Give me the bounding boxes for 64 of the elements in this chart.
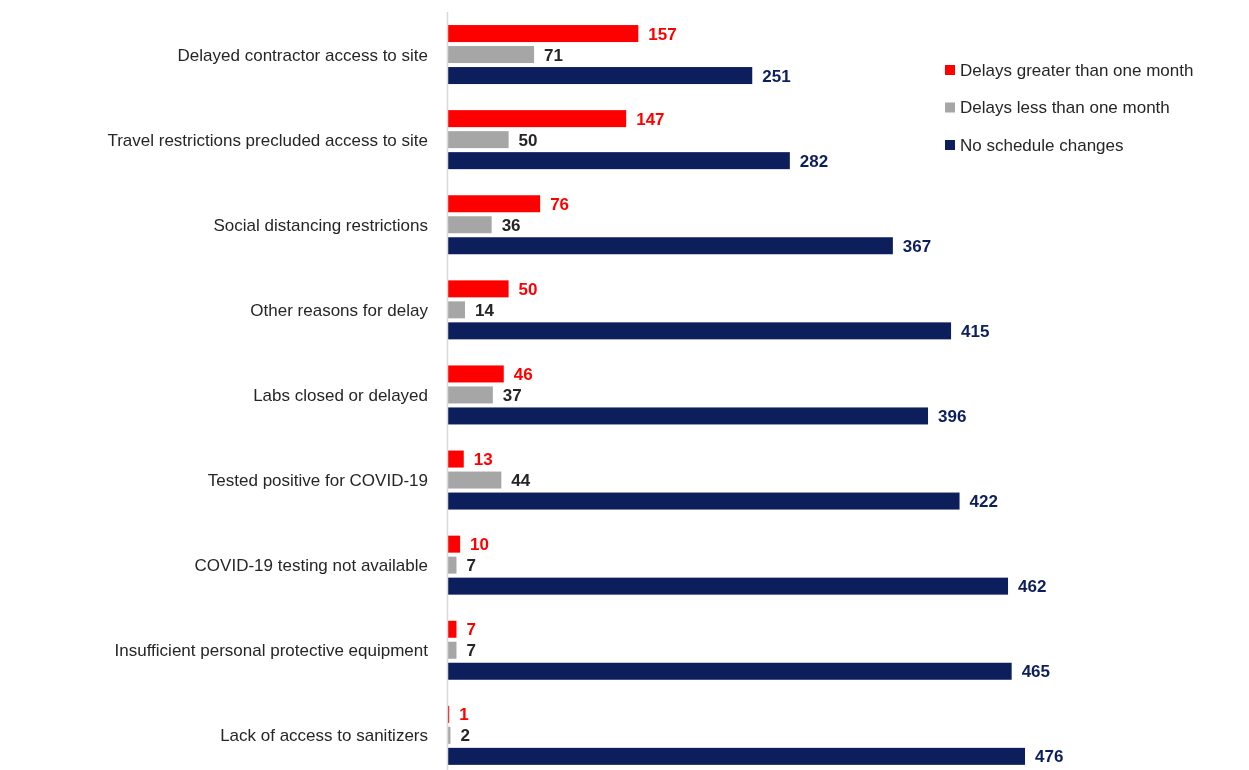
data-label: 282 bbox=[799, 151, 829, 171]
bar bbox=[448, 535, 461, 553]
bar bbox=[448, 301, 465, 319]
data-label: 7 bbox=[466, 620, 476, 640]
bar bbox=[448, 492, 960, 510]
bar bbox=[448, 195, 541, 213]
data-label: 36 bbox=[501, 215, 521, 235]
data-label: 46 bbox=[513, 364, 533, 384]
data-label: 422 bbox=[969, 492, 998, 511]
data-label: 415 bbox=[961, 321, 990, 341]
bar bbox=[448, 450, 464, 468]
data-label: 462 bbox=[1018, 577, 1047, 597]
y-tick-label: COVID-19 testing not available bbox=[194, 556, 428, 576]
data-label: 251 bbox=[762, 66, 791, 86]
legend-label: No schedule changes bbox=[960, 135, 1124, 155]
bar bbox=[448, 46, 535, 64]
bar bbox=[448, 641, 457, 659]
data-label: 476 bbox=[1035, 747, 1064, 767]
data-label: 7 bbox=[466, 556, 476, 576]
y-tick-label: Delayed contractor access to site bbox=[177, 45, 428, 65]
legend-label: Delays greater than one month bbox=[960, 60, 1194, 80]
y-tick-label: Tested positive for COVID-19 bbox=[207, 471, 428, 490]
bar bbox=[448, 110, 627, 128]
bar bbox=[448, 620, 457, 638]
data-label: 396 bbox=[938, 406, 967, 426]
bar bbox=[448, 577, 1009, 595]
data-label: 71 bbox=[544, 45, 563, 65]
legend-label: Delays less than one month bbox=[960, 98, 1170, 118]
bar bbox=[448, 322, 952, 340]
bar bbox=[448, 407, 929, 425]
data-label: 367 bbox=[902, 236, 932, 256]
y-tick-label: Insufficient personal protective equipment bbox=[114, 641, 429, 661]
y-tick-label: Other reasons for delay bbox=[250, 300, 429, 320]
data-label: 465 bbox=[1021, 662, 1051, 682]
data-label: 7 bbox=[466, 641, 476, 661]
data-label: 44 bbox=[511, 471, 531, 490]
data-label: 76 bbox=[550, 194, 570, 214]
bar bbox=[448, 365, 504, 383]
bar bbox=[448, 216, 492, 234]
data-label: 157 bbox=[648, 24, 677, 44]
bar bbox=[448, 237, 893, 255]
bar bbox=[448, 662, 1012, 680]
data-label: 1 bbox=[459, 705, 469, 725]
bar bbox=[448, 131, 509, 149]
data-label: 2 bbox=[460, 726, 470, 746]
bar bbox=[448, 556, 457, 574]
bar bbox=[448, 152, 790, 170]
bar bbox=[448, 386, 493, 404]
bar bbox=[448, 471, 502, 489]
bar bbox=[448, 25, 639, 43]
y-tick-label: Labs closed or delayed bbox=[253, 385, 428, 405]
data-label: 37 bbox=[502, 385, 522, 405]
bar bbox=[448, 67, 753, 85]
data-label: 14 bbox=[474, 300, 495, 320]
y-tick-label: Social distancing restrictions bbox=[213, 215, 428, 235]
y-tick-label: Travel restrictions precluded access to site bbox=[107, 130, 428, 150]
bar bbox=[448, 747, 1025, 765]
data-label: 147 bbox=[636, 109, 665, 129]
y-tick-label: Lack of access to sanitizers bbox=[220, 726, 428, 746]
data-label: 13 bbox=[473, 450, 493, 469]
data-label: 10 bbox=[470, 535, 490, 555]
bar bbox=[448, 280, 509, 298]
data-label: 50 bbox=[518, 279, 538, 299]
data-label: 50 bbox=[518, 130, 538, 150]
